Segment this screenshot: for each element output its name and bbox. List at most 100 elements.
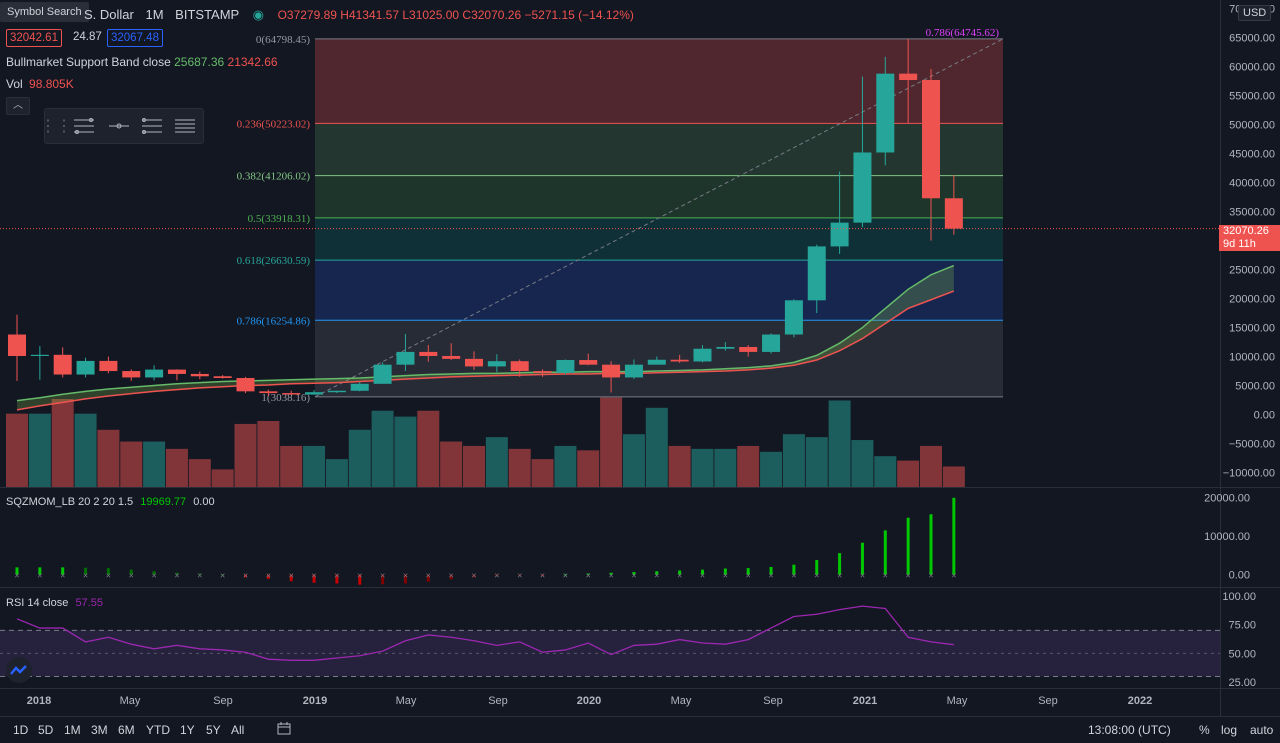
price-tick-label: 25000.00 xyxy=(1229,265,1275,277)
time-tick-label: 2018 xyxy=(27,695,51,707)
volume-bar xyxy=(782,434,805,487)
volume-bar xyxy=(440,441,463,487)
sqzmom-name: SQZMOM_LB 20 2 20 1.5 xyxy=(6,496,134,508)
time-tick-label: 2021 xyxy=(853,695,877,707)
candle-body xyxy=(396,351,415,365)
volume-bar xyxy=(805,437,828,487)
volume-bar xyxy=(348,429,371,487)
line-style-icon[interactable] xyxy=(102,109,135,143)
symbol-search-button[interactable]: Symbol Search xyxy=(0,2,89,22)
fib-levels-icon[interactable] xyxy=(135,109,168,143)
currency-selector[interactable]: USD xyxy=(1238,5,1272,21)
sqzmom-bar xyxy=(838,553,842,575)
last-price-label: 32070.26 9d 11h xyxy=(1219,225,1280,251)
time-tick-label: May xyxy=(396,695,417,707)
timeframe-5d[interactable]: 5D xyxy=(38,723,54,737)
sqzmom-bar xyxy=(655,571,659,575)
timeframe-3m[interactable]: 3M xyxy=(91,723,108,737)
fib-zone xyxy=(315,38,1003,124)
price-tick-label: 40000.00 xyxy=(1229,178,1275,190)
volume-bar xyxy=(257,421,280,487)
volume-legend[interactable]: Vol 98.805K xyxy=(6,77,74,91)
collapse-legend-button[interactable]: ︿ xyxy=(6,97,30,115)
time-tick-label: 2019 xyxy=(303,695,327,707)
timeframe-1y[interactable]: 1Y xyxy=(180,723,195,737)
sqzmom-cross: × xyxy=(151,571,156,581)
price-tick-label: 20000.00 xyxy=(1229,294,1275,306)
timeframe-1d[interactable]: 1D xyxy=(13,723,29,737)
sqzmom-bar xyxy=(403,574,407,584)
volume-bar xyxy=(74,413,97,487)
candle-body xyxy=(8,334,26,356)
rsi-tick-label: 50.00 xyxy=(1228,648,1256,660)
candle-body xyxy=(762,334,781,352)
candle-body xyxy=(602,364,621,378)
volume-bar xyxy=(942,466,965,487)
timeframe-ytd[interactable]: YTD xyxy=(146,723,170,737)
sqzmom-cross: × xyxy=(403,571,408,581)
time-tick-label: Sep xyxy=(763,695,783,707)
percent-scale-toggle[interactable]: % xyxy=(1199,723,1210,737)
bid-price-button[interactable]: 32042.61 xyxy=(6,29,62,47)
symbol-name[interactable]: S. Dollar xyxy=(84,7,134,22)
calendar-goto-icon[interactable] xyxy=(277,721,291,738)
sqzmom-bar xyxy=(358,574,362,585)
candle-body xyxy=(922,80,940,199)
sqzmom-cross: × xyxy=(837,571,842,581)
sqzmom-bar xyxy=(15,567,19,575)
interval-label[interactable]: 1M xyxy=(145,7,164,22)
sqzmom-bar xyxy=(632,571,636,575)
rsi-line xyxy=(16,605,954,661)
fib-level-label: 0.236(50223.02) xyxy=(237,118,311,130)
tradingview-logo-icon[interactable] xyxy=(6,657,32,683)
sqzmom-bar xyxy=(472,574,476,578)
candle-body xyxy=(30,354,49,356)
sqzmom-cross: × xyxy=(426,571,431,581)
sqzmom-bar xyxy=(38,567,42,575)
bar-countdown: 9d 11h xyxy=(1223,237,1256,250)
sqzmom-tick-label: 20000.00 xyxy=(1204,493,1250,505)
sqzmom-cross: × xyxy=(449,571,454,581)
fib-template-icon[interactable] xyxy=(67,109,100,143)
exchange-label: BITSTAMP xyxy=(175,7,239,22)
rsi-legend[interactable]: RSI 14 close 57.55 xyxy=(6,597,103,609)
bullmarket-band-legend[interactable]: Bullmarket Support Band close 25687.36 2… xyxy=(6,55,278,69)
candle-body xyxy=(830,222,849,247)
ask-price-button[interactable]: 32067.48 xyxy=(107,29,163,47)
market-status-icon: ◉ xyxy=(252,7,264,22)
sqzmom-tick-label: 0.00 xyxy=(1229,570,1250,582)
volume-bar xyxy=(280,445,303,487)
sqzmom-cross: × xyxy=(37,571,42,581)
bullmarket-band-value-1: 25687.36 xyxy=(174,55,225,69)
ohlc-values: O37279.89 H41341.57 L31025.00 C32070.26 … xyxy=(277,8,634,22)
sqzmom-cross: × xyxy=(723,571,728,581)
sqzmom-bar xyxy=(221,574,225,576)
sqzmom-cross: × xyxy=(471,571,476,581)
drag-handle-icon[interactable]: ⋮⋮ xyxy=(40,118,72,135)
last-price-value: 32070.26 xyxy=(1223,225,1269,237)
fib-level-label: 0.382(41206.02) xyxy=(237,171,311,183)
timeframe-1m[interactable]: 1M xyxy=(64,723,81,737)
volume-bar xyxy=(714,448,737,487)
rsi-tick-label: 25.00 xyxy=(1228,677,1256,689)
volume-bar xyxy=(897,460,920,487)
sqzmom-cross: × xyxy=(791,571,796,581)
timeframe-5y[interactable]: 5Y xyxy=(206,723,221,737)
auto-scale-toggle[interactable]: auto xyxy=(1250,723,1274,737)
volume-bar xyxy=(851,440,874,487)
price-tick-label: 5000.00 xyxy=(1235,381,1275,393)
sqzmom-bar xyxy=(883,530,887,575)
sqzmom-cross: × xyxy=(883,571,888,581)
sqzmom-bar xyxy=(906,517,910,575)
menu-lines-icon[interactable] xyxy=(168,109,201,143)
timeframe-all[interactable]: All xyxy=(231,723,245,737)
sqzmom-bar xyxy=(563,574,567,576)
candle-body xyxy=(465,358,483,367)
log-scale-toggle[interactable]: log xyxy=(1221,723,1238,737)
chart-header: S. Dollar 1M BITSTAMP ◉ O37279.89 H41341… xyxy=(84,7,634,23)
clock-time[interactable]: 13:08:00 (UTC) xyxy=(1088,723,1171,737)
candle-body xyxy=(899,73,918,81)
sqzmom-legend[interactable]: SQZMOM_LB 20 2 20 1.5 19969.77 0.00 xyxy=(6,496,215,508)
timeframe-6m[interactable]: 6M xyxy=(118,723,135,737)
